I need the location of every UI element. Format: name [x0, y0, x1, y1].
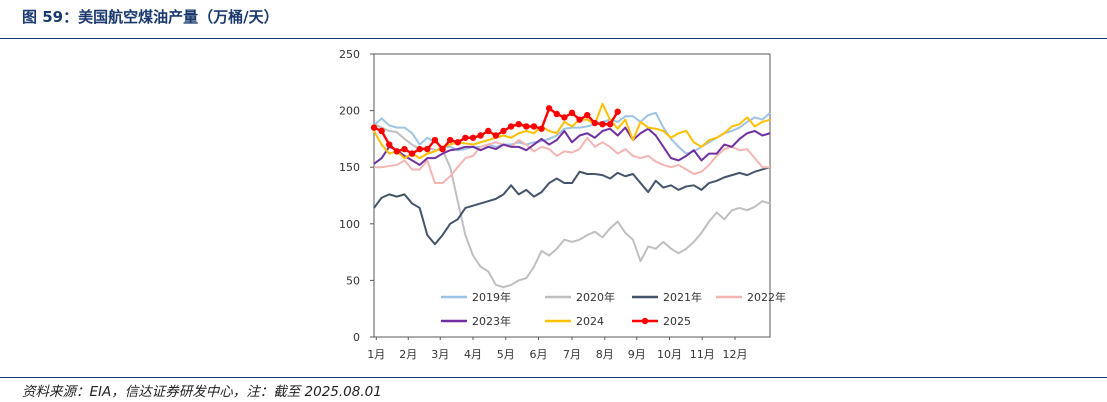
top-rule [0, 38, 1107, 39]
x-tick-label: 6月 [529, 348, 547, 361]
legend-label: 2024 [576, 315, 604, 328]
y-tick-label: 50 [346, 274, 360, 287]
y-tick-label: 100 [339, 218, 360, 231]
series-point [439, 145, 446, 153]
x-tick-label: 2月 [399, 348, 417, 361]
series-point [530, 123, 538, 130]
series-point [424, 145, 431, 153]
series-point [477, 132, 484, 139]
series-point [408, 150, 416, 157]
legend-marker [641, 317, 649, 325]
x-tick-label: 8月 [596, 348, 614, 361]
series-point [416, 145, 423, 153]
series-point [507, 123, 515, 130]
series-point [485, 127, 492, 135]
legend-label: 2020年 [576, 290, 615, 304]
series-point [401, 145, 408, 153]
series-line [374, 136, 770, 185]
series-line [373, 126, 771, 166]
series-point [584, 111, 591, 119]
legend-label: 2025 [663, 315, 691, 328]
series-point [561, 114, 568, 121]
legend: 2019年 2020年 2021年 2022年 2023年 2024 2025 [441, 290, 786, 328]
series-line [373, 111, 771, 155]
series-point [462, 134, 469, 141]
plot-frame [373, 53, 771, 338]
series-point [492, 132, 500, 139]
figure-title: 图 59：美国航空煤油产量（万桶/天） [22, 8, 279, 26]
x-tick-label: 9月 [628, 348, 646, 361]
x-tick-label: 3月 [431, 348, 449, 361]
series-point [370, 124, 378, 131]
series-point [591, 119, 599, 127]
x-tick-label: 4月 [464, 348, 482, 361]
series-point [500, 127, 507, 135]
series-line [373, 123, 771, 289]
x-tick-label: 11月 [690, 348, 715, 361]
series-point [431, 136, 439, 144]
series-point [545, 105, 553, 112]
legend-label: 2021年 [663, 290, 702, 304]
series-point [614, 108, 621, 115]
y-tick-label: 200 [339, 105, 360, 118]
series-point [606, 120, 614, 128]
plot-area [370, 102, 771, 289]
x-tick-label: 1月 [367, 348, 385, 361]
axes: 0 50 100 150 200 250 1月 2月 3月 4月 5月 6月 7月 8月 9月 10月 11月 1… [339, 48, 771, 361]
series-point [576, 116, 583, 123]
series-point [553, 110, 560, 118]
series-point [378, 127, 385, 135]
legend-label: 2019年 [472, 290, 511, 304]
series-point [538, 125, 545, 132]
series-point [515, 120, 522, 128]
series-point [386, 141, 393, 148]
y-tick-label: 250 [339, 48, 360, 61]
legend-label: 2022年 [747, 290, 786, 304]
series-point [568, 109, 576, 117]
series-point [393, 148, 401, 155]
x-tick-label: 10月 [657, 348, 682, 361]
x-tick-label: 7月 [563, 348, 581, 361]
series-point [599, 120, 606, 128]
series-line [373, 166, 771, 246]
series-point [523, 123, 530, 130]
series-point [469, 134, 477, 141]
bottom-rule [0, 377, 1107, 378]
series-point [454, 139, 461, 146]
x-tick-label: 5月 [497, 348, 515, 361]
series-point [446, 136, 454, 144]
y-tick-label: 0 [353, 331, 360, 344]
y-tick-label: 150 [339, 161, 360, 174]
source-note: 资料来源：EIA，信达证券研发中心，注：截至 2025.08.01 [22, 384, 382, 400]
legend-label: 2023年 [472, 314, 511, 328]
x-tick-label: 12月 [722, 348, 747, 361]
